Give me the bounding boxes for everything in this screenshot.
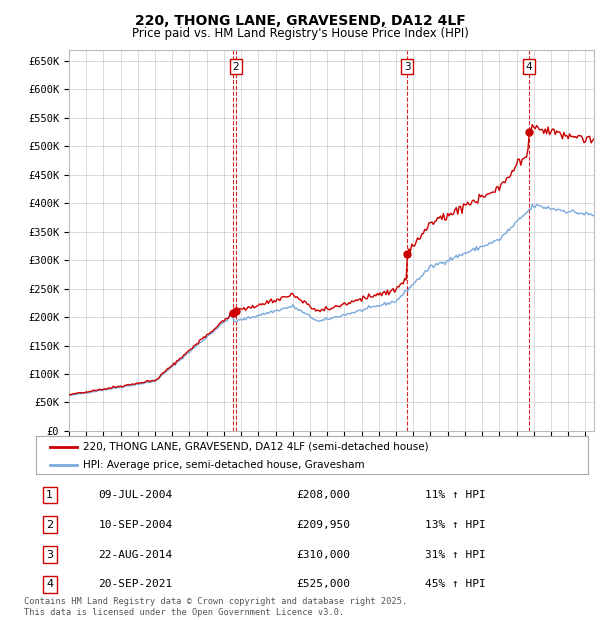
Text: £208,000: £208,000 xyxy=(296,490,350,500)
Text: 45% ↑ HPI: 45% ↑ HPI xyxy=(425,579,486,590)
Text: £209,950: £209,950 xyxy=(296,520,350,530)
Text: 220, THONG LANE, GRAVESEND, DA12 4LF: 220, THONG LANE, GRAVESEND, DA12 4LF xyxy=(134,14,466,28)
Text: Contains HM Land Registry data © Crown copyright and database right 2025.
This d: Contains HM Land Registry data © Crown c… xyxy=(24,598,407,617)
Text: 4: 4 xyxy=(46,579,53,590)
Text: £525,000: £525,000 xyxy=(296,579,350,590)
Text: 3: 3 xyxy=(404,62,410,72)
Text: 2: 2 xyxy=(232,62,239,72)
Text: 2: 2 xyxy=(46,520,53,530)
Text: 220, THONG LANE, GRAVESEND, DA12 4LF (semi-detached house): 220, THONG LANE, GRAVESEND, DA12 4LF (se… xyxy=(83,441,428,451)
Text: Price paid vs. HM Land Registry's House Price Index (HPI): Price paid vs. HM Land Registry's House … xyxy=(131,27,469,40)
Text: 09-JUL-2004: 09-JUL-2004 xyxy=(98,490,172,500)
Text: HPI: Average price, semi-detached house, Gravesham: HPI: Average price, semi-detached house,… xyxy=(83,459,365,470)
Text: 20-SEP-2021: 20-SEP-2021 xyxy=(98,579,172,590)
Text: 11% ↑ HPI: 11% ↑ HPI xyxy=(425,490,486,500)
Text: 13% ↑ HPI: 13% ↑ HPI xyxy=(425,520,486,530)
Text: 10-SEP-2004: 10-SEP-2004 xyxy=(98,520,172,530)
Text: 1: 1 xyxy=(46,490,53,500)
Text: 3: 3 xyxy=(46,549,53,560)
Text: 22-AUG-2014: 22-AUG-2014 xyxy=(98,549,172,560)
Text: 31% ↑ HPI: 31% ↑ HPI xyxy=(425,549,486,560)
Text: £310,000: £310,000 xyxy=(296,549,350,560)
Text: 4: 4 xyxy=(526,62,532,72)
